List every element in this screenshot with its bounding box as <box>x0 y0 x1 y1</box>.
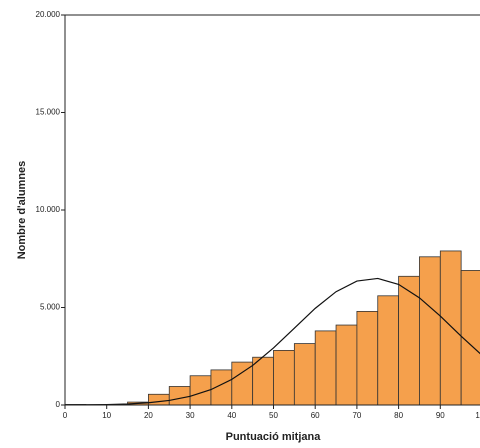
bar <box>356 310 379 406</box>
bar <box>273 349 295 406</box>
bar <box>231 361 254 406</box>
bar <box>439 250 462 406</box>
bar <box>293 343 316 406</box>
x-axis-label: Puntuació mitjana <box>226 431 322 443</box>
x-tick-label: 40 <box>227 411 236 420</box>
bar <box>335 324 358 406</box>
bar <box>147 393 170 406</box>
y-tick-label: 5.000 <box>40 303 61 312</box>
y-tick-label: 0 <box>56 400 61 409</box>
bar <box>314 330 337 406</box>
x-tick-label: 90 <box>436 411 445 420</box>
x-tick-label: 20 <box>144 411 153 420</box>
y-tick-label: 20.000 <box>36 10 61 19</box>
x-tick-label: 60 <box>311 411 320 420</box>
normal-curve <box>64 277 480 406</box>
bar <box>252 356 274 406</box>
y-tick-label: 10.000 <box>36 205 61 214</box>
y-tick-label: 15.000 <box>36 108 61 117</box>
x-tick-label: 80 <box>394 411 403 420</box>
x-tick-label: 100 <box>475 411 480 420</box>
x-tick-label: 70 <box>352 411 361 420</box>
bar <box>377 295 400 406</box>
bar <box>419 256 441 406</box>
bar <box>460 270 480 406</box>
x-tick-label: 50 <box>269 411 278 420</box>
x-tick-label: 0 <box>63 411 68 420</box>
x-tick-label: 10 <box>102 411 111 420</box>
x-tick-label: 30 <box>186 411 195 420</box>
y-axis-label: Nombre d'alumnes <box>16 161 28 260</box>
bar <box>168 386 191 406</box>
